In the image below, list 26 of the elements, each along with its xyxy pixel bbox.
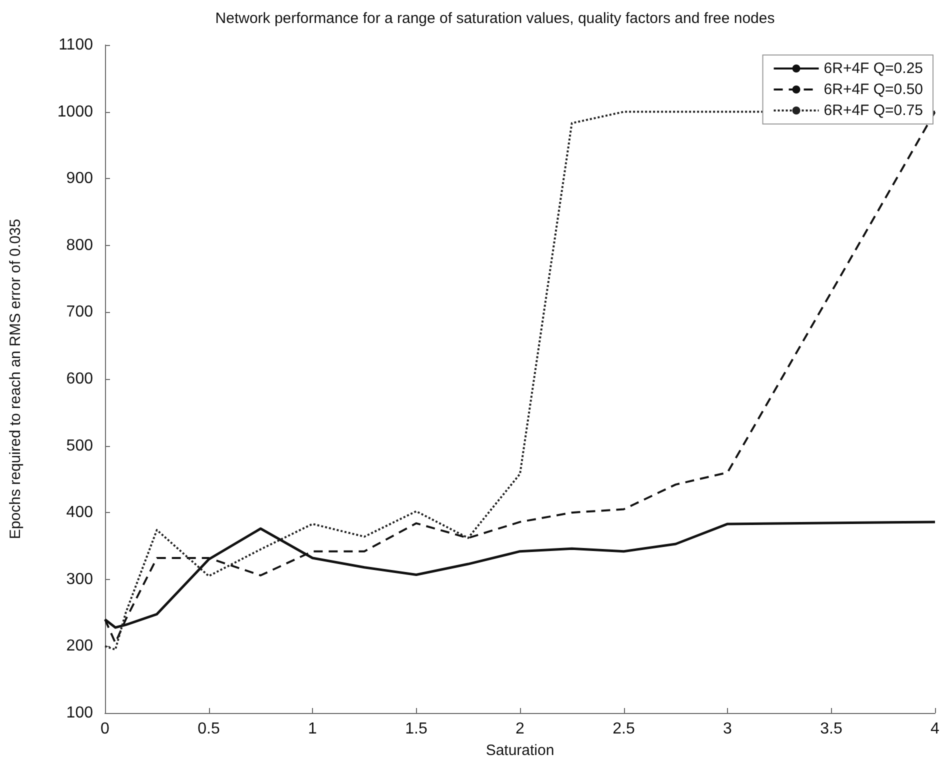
- y-tick-label: 200: [66, 638, 94, 655]
- y-tick-label: 400: [66, 504, 94, 522]
- y-tick-label: 500: [66, 437, 94, 454]
- y-tick-label: 700: [66, 304, 94, 321]
- x-tick-label: 1.5: [405, 720, 428, 738]
- y-tick-label: 1000: [57, 103, 94, 120]
- x-tick-label: 1: [308, 720, 318, 738]
- y-tick-label: 800: [66, 236, 94, 254]
- x-tick-label: 4: [930, 720, 940, 738]
- y-tick-label: 600: [66, 370, 94, 388]
- legend-label: 6R+4F Q=0.25: [824, 60, 924, 77]
- y-tick-label: 300: [66, 570, 94, 588]
- x-tick-label: 0.5: [198, 720, 220, 738]
- y-tick-label: 100: [66, 704, 94, 722]
- x-tick-label: 2: [516, 720, 525, 738]
- y-tick-label: 1100: [58, 36, 94, 54]
- x-axis-title: Saturation: [486, 742, 554, 759]
- x-tick-label: 2.5: [612, 720, 635, 738]
- x-tick-label: 0: [100, 720, 110, 738]
- x-tick-label: 3.5: [820, 720, 842, 738]
- chart-title: Network performance for a range of saturation values, quality factors and free nodes: [215, 10, 775, 27]
- y-axis-title: Epochs required to reach an RMS error of 0.035: [7, 218, 24, 540]
- legend-label: 6R+4F Q=0.50: [824, 81, 924, 98]
- y-tick-label: 900: [66, 170, 94, 188]
- x-tick-label: 3: [723, 720, 732, 738]
- legend-label: 6R+4F Q=0.75: [824, 102, 924, 119]
